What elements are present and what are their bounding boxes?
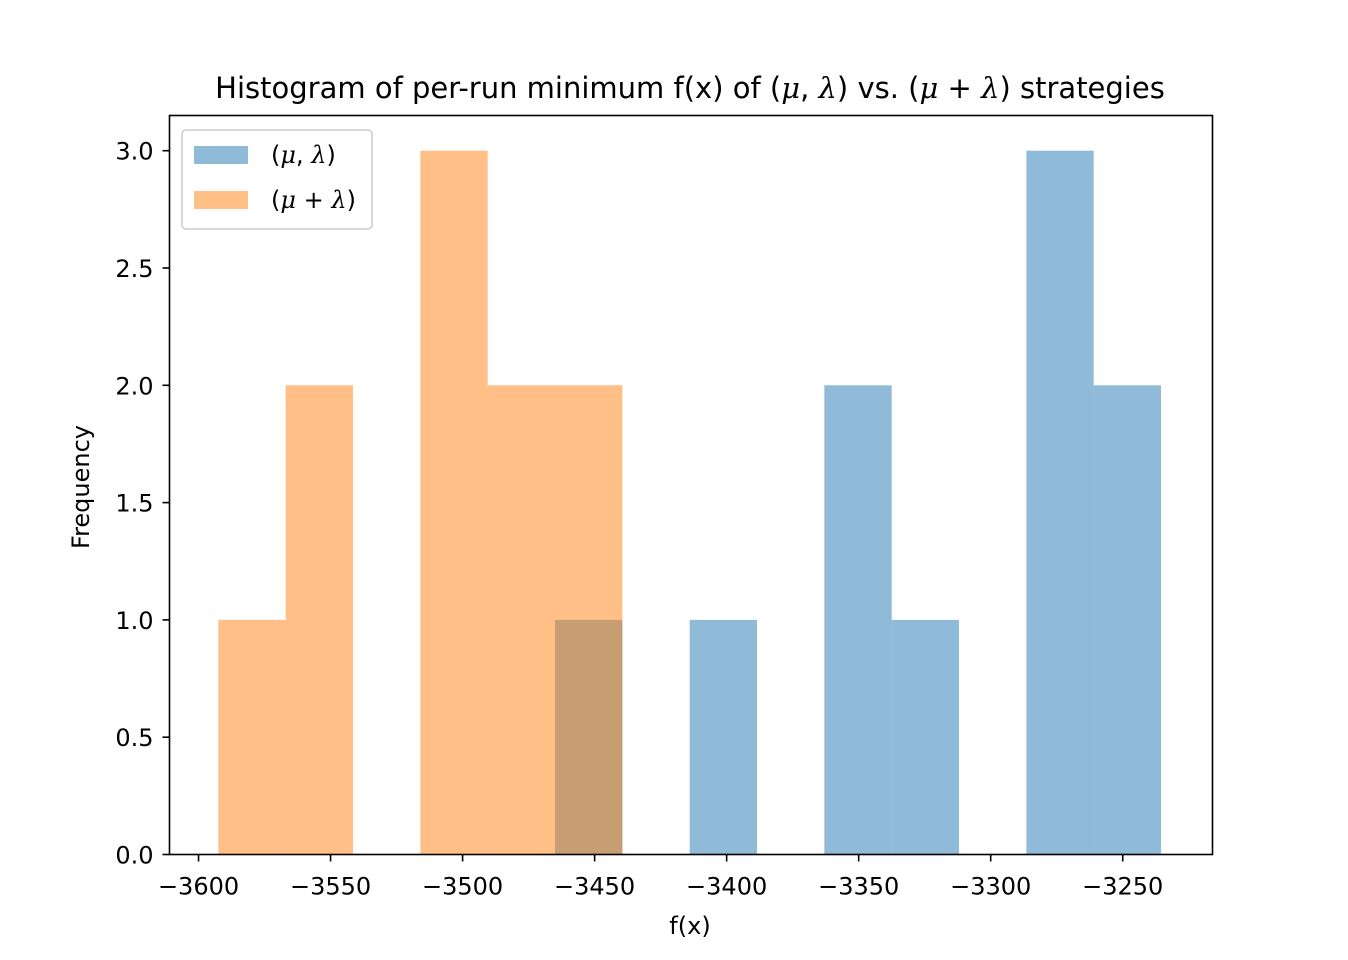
bar-mu-comma-lambda-bin-7 (1026, 150, 1094, 855)
x-tick-label: −3400 (686, 873, 767, 901)
title-mu-2: μ (919, 71, 938, 105)
bar-mu-comma-lambda-bin-5 (891, 619, 960, 855)
legend: (μ, λ) (μ + λ) (181, 129, 373, 230)
bar-mu-plus-lambda-bin-1 (285, 385, 354, 855)
title-vs: ) vs. ( (837, 71, 920, 105)
x-tick-label: −3300 (950, 873, 1031, 901)
legend-label-mu-plus-lambda: (μ + λ) (271, 186, 356, 214)
title-prefix: Histogram of per-run minimum f(x) of ( (215, 71, 781, 105)
y-tick-label: 1.0 (115, 607, 153, 635)
y-tick-label: 2.0 (115, 372, 153, 400)
x-axis-label: f(x) (669, 912, 710, 940)
x-tick-label: −3600 (158, 873, 239, 901)
x-tick-label: −3450 (554, 873, 635, 901)
y-axis-label: Frequency (67, 425, 95, 549)
x-axis-ticks: −3600 −3550 −3500 −3450 −3400 −3350 −3300 −3250 (158, 854, 1163, 901)
legend-label-mu-comma-lambda: (μ, λ) (271, 141, 336, 169)
y-tick-label: 1.5 (115, 490, 153, 518)
title-mu-1: μ (781, 71, 800, 105)
histogram-bars (218, 150, 1162, 855)
bar-mu-comma-lambda-bin-4 (824, 385, 892, 855)
legend-swatch-mu-plus-lambda (194, 191, 248, 209)
x-tick-label: −3500 (422, 873, 503, 901)
bar-mu-comma-lambda-bin-8 (1093, 385, 1162, 855)
title-suffix: ) strategies (999, 71, 1164, 105)
x-tick-label: −3350 (818, 873, 899, 901)
bar-mu-plus-lambda-bin-3 (420, 150, 488, 855)
title-lambda-1: λ (818, 71, 837, 105)
bar-mu-plus-lambda-bin-4 (487, 385, 556, 855)
y-tick-label: 0.5 (115, 724, 153, 752)
title-lambda-2: λ (980, 71, 999, 105)
y-axis-ticks: 0.0 0.5 1.0 1.5 2.0 2.5 3.0 (115, 138, 170, 870)
x-tick-label: −3250 (1082, 873, 1163, 901)
title-comma: , (800, 71, 818, 105)
y-tick-label: 0.0 (115, 842, 153, 870)
x-tick-label: −3550 (290, 873, 371, 901)
plot-area-frame (168, 114, 1214, 856)
y-tick-label: 3.0 (115, 138, 153, 166)
legend-swatch-mu-comma-lambda (194, 146, 248, 164)
y-tick-label: 2.5 (115, 255, 153, 283)
chart-title: Histogram of per-run minimum f(x) of (μ,… (215, 71, 1165, 105)
bar-mu-comma-lambda-bin-2 (689, 619, 758, 855)
bar-mu-plus-lambda-bin-0 (218, 619, 286, 855)
bar-mu-plus-lambda-bin-5 (555, 385, 623, 855)
title-plus: + (938, 71, 981, 105)
